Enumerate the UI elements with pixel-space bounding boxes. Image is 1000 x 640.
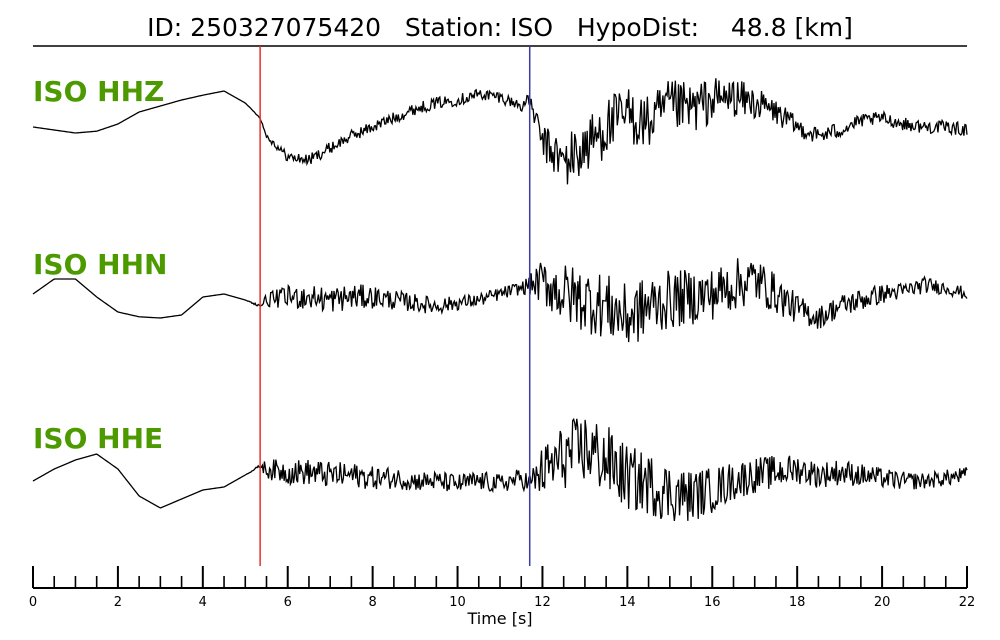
x-tick-label: 20 — [874, 595, 891, 610]
x-axis-label: Time [s] — [466, 609, 532, 628]
x-tick-label: 14 — [619, 595, 636, 610]
channel-labels: ISO HHZ ISO HHN ISO HHE — [33, 75, 167, 455]
x-tick-label: 16 — [704, 595, 721, 610]
x-tick-label: 12 — [534, 595, 551, 610]
x-tick-label: 10 — [449, 595, 466, 610]
time-axis: 0 2 4 6 8 10 12 14 16 18 20 22 — [29, 566, 975, 610]
pick-lines — [259, 46, 531, 566]
x-tick-label: 2 — [114, 595, 122, 610]
x-tick-label: 6 — [284, 595, 292, 610]
channel-label: ISO HHZ — [33, 75, 164, 108]
trace-iso-hhn — [32, 258, 968, 343]
trace-iso-hhz — [32, 78, 968, 185]
x-tick-label: 8 — [368, 595, 376, 610]
x-tick-label: 0 — [29, 595, 37, 610]
trace-iso-hhe — [32, 417, 968, 522]
x-tick-label: 22 — [959, 595, 976, 610]
chart-title: ID: 250327075420 Station: ISO HypoDist: … — [147, 13, 853, 42]
trace-group — [32, 78, 968, 522]
channel-label: ISO HHE — [33, 422, 163, 455]
x-tick-label: 18 — [789, 595, 806, 610]
x-tick-label: 4 — [199, 595, 207, 610]
channel-label: ISO HHN — [33, 248, 167, 281]
